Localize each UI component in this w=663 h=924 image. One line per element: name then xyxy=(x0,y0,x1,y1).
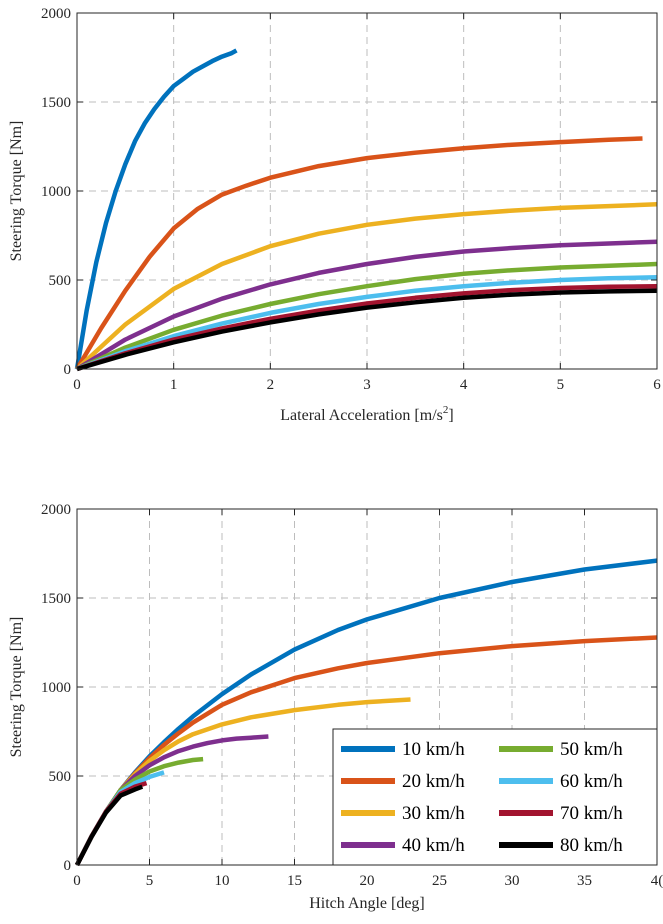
series-line-40-kmh xyxy=(75,239,658,371)
y-tick-label: 2000 xyxy=(41,502,71,518)
x-tick-label: 4 xyxy=(460,377,468,393)
x-tick-label: 6 xyxy=(653,377,661,393)
x-tick-label: 30 xyxy=(505,873,520,889)
y-tick-label: 1500 xyxy=(41,95,71,111)
x-tick-label: 35 xyxy=(577,873,592,889)
legend-label: 70 km/h xyxy=(560,803,623,824)
x-tick-label: 3 xyxy=(363,377,371,393)
series-line-80-kmh xyxy=(75,784,144,867)
legend-label: 80 km/h xyxy=(560,835,623,856)
x-tick-label: 4( xyxy=(651,873,663,889)
x-axis-label-superscript: 2 xyxy=(443,404,449,416)
y-tick-label: 1000 xyxy=(41,680,71,696)
legend-label: 40 km/h xyxy=(402,835,465,856)
series-line-80-kmh xyxy=(76,288,658,372)
y-tick-label: 1000 xyxy=(41,184,71,200)
series-line-50-kmh xyxy=(76,261,658,372)
legend: 10 km/h 20 km/h 30 km/h 40 km/h 50 km/h 60 km… xyxy=(332,728,658,866)
legend-label: 10 km/h xyxy=(402,739,465,760)
x-tick-label: 1 xyxy=(170,377,178,393)
x-tick-label: 2 xyxy=(267,377,275,393)
legend-label: 60 km/h xyxy=(560,771,623,792)
x-tick-label: 15 xyxy=(287,873,302,889)
legend-label: 30 km/h xyxy=(402,803,465,824)
x-axis-label: Lateral Acceleration [m/s2] xyxy=(280,404,453,424)
y-tick-label: 0 xyxy=(64,362,72,378)
legend-label: 50 km/h xyxy=(560,739,623,760)
x-tick-label: 5 xyxy=(557,377,565,393)
y-tick-label: 0 xyxy=(64,858,72,874)
y-axis-label: Steering Torque [Nm] xyxy=(8,617,25,758)
x-axis-label-end: ] xyxy=(448,407,453,424)
chart-2: 0 5 10 15 20 25 30 35 4( 0 500 1000 1500 2000 Hitch An… xyxy=(8,502,663,912)
y-tick-label: 2000 xyxy=(41,6,71,22)
chart-1: 0 1 2 3 4 5 6 0 500 1000 1500 2000 Lateral Accelerat… xyxy=(8,6,661,424)
y-tick-label: 500 xyxy=(49,769,72,785)
x-tick-label: 10 xyxy=(215,873,230,889)
legend-label: 20 km/h xyxy=(402,771,465,792)
x-tick-label: 25 xyxy=(432,873,447,889)
x-tick-label: 5 xyxy=(146,873,154,889)
series-line-10-kmh xyxy=(74,48,238,370)
series-line-60-kmh xyxy=(76,275,658,372)
series-line-20-kmh xyxy=(75,136,643,371)
x-tick-label: 0 xyxy=(73,377,81,393)
y-axis-label: Steering Torque [Nm] xyxy=(8,121,25,262)
x-tick-label: 0 xyxy=(73,873,81,889)
x-tick-label: 20 xyxy=(360,873,375,889)
x-axis-label: Hitch Angle [deg] xyxy=(309,895,425,912)
y-tick-label: 1500 xyxy=(41,591,71,607)
y-tick-label: 500 xyxy=(49,273,72,289)
series-line-70-kmh xyxy=(76,283,658,372)
series-line-30-kmh xyxy=(75,202,658,371)
